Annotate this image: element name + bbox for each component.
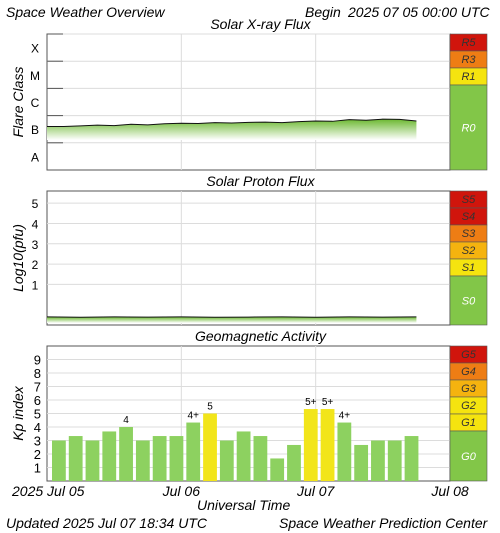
updated-label: Updated bbox=[6, 515, 59, 531]
kp-bar bbox=[68, 436, 83, 481]
xray-flux-line bbox=[47, 118, 417, 127]
kp-scale-label: G2 bbox=[461, 400, 476, 412]
proton-scale-label: S4 bbox=[462, 211, 475, 223]
kp-bar bbox=[404, 436, 419, 481]
kp-bar bbox=[102, 431, 117, 481]
x-axis-label: Universal Time bbox=[197, 497, 291, 513]
proton-scale-label: S3 bbox=[462, 228, 476, 240]
kp-bar bbox=[303, 409, 318, 481]
xray-plot-area bbox=[46, 33, 451, 171]
kp-bar-label: 4 bbox=[123, 415, 129, 426]
updated-value: 2025 Jul 07 18:34 UTC bbox=[63, 515, 207, 531]
xray-scale-label: R5 bbox=[461, 37, 476, 49]
proton-y-tick-label: 5 bbox=[32, 197, 39, 211]
kp-y-tick-label: 8 bbox=[34, 366, 41, 381]
xray-flux-area bbox=[47, 119, 417, 140]
proton-plot-area bbox=[46, 190, 451, 326]
xray-y-tick-label: X bbox=[31, 42, 39, 56]
kp-scale-label: G0 bbox=[461, 451, 477, 463]
xray-scale-box bbox=[449, 84, 488, 171]
kp-scale-box bbox=[449, 430, 488, 482]
kp-y-tick-label: 5 bbox=[34, 407, 41, 422]
kp-bar-label: 4+ bbox=[339, 411, 351, 422]
kp-y-tick-label: 7 bbox=[34, 380, 41, 395]
kp-scale-label: G4 bbox=[461, 366, 476, 378]
kp-bar-label: 5+ bbox=[305, 397, 317, 408]
proton-scale-label: S1 bbox=[462, 262, 475, 274]
proton-title: Solar Proton Flux bbox=[206, 173, 315, 189]
begin-label: Begin bbox=[305, 4, 341, 20]
kp-bar-label: 5+ bbox=[322, 397, 334, 408]
kp-bar bbox=[152, 436, 167, 481]
kp-bar bbox=[135, 440, 150, 481]
proton-y-tick-label: 4 bbox=[32, 217, 39, 231]
kp-y-tick-label: 3 bbox=[34, 434, 41, 449]
proton-scale-label: S0 bbox=[462, 296, 476, 308]
kp-bar bbox=[320, 409, 335, 481]
xray-scale-label: R0 bbox=[461, 123, 476, 135]
kp-y-tick-label: 2 bbox=[34, 447, 41, 462]
kp-bar bbox=[337, 422, 352, 481]
kp-bar-label: 5 bbox=[207, 402, 213, 413]
kp-bar bbox=[270, 458, 285, 481]
x-tick-label: Jul 07 bbox=[296, 483, 336, 499]
xray-y-tick-label: A bbox=[31, 150, 39, 164]
kp-bar bbox=[219, 440, 234, 481]
xray-scale-label: R3 bbox=[461, 54, 476, 66]
kp-bar bbox=[85, 440, 100, 481]
xray-y-tick-label: C bbox=[31, 96, 40, 110]
xray-y-tick-label: B bbox=[31, 123, 39, 137]
kp-y-axis-label: Kp index bbox=[10, 385, 26, 440]
kp-bar bbox=[52, 440, 66, 481]
kp-bar bbox=[371, 440, 385, 481]
kp-scale-label: G3 bbox=[461, 383, 477, 395]
proton-flux-area bbox=[47, 316, 417, 323]
proton-y-tick-label: 1 bbox=[32, 278, 39, 292]
kp-bar bbox=[287, 444, 301, 481]
kp-y-tick-label: 9 bbox=[34, 353, 41, 368]
kp-bar-label: 4+ bbox=[188, 411, 200, 422]
xray-scale-label: R1 bbox=[461, 71, 475, 83]
kp-bar bbox=[169, 436, 184, 481]
begin-value: 2025 07 05 00:00 UTC bbox=[348, 4, 490, 20]
proton-y-axis-label: Log10(pfu) bbox=[10, 224, 26, 292]
xray-title: Solar X-ray Flux bbox=[210, 16, 311, 32]
kp-bar bbox=[387, 440, 402, 481]
kp-title: Geomagnetic Activity bbox=[195, 328, 327, 344]
credit-text: Space Weather Prediction Center bbox=[279, 515, 488, 531]
x-tick-label: Jul 06 bbox=[162, 483, 201, 499]
kp-y-tick-label: 4 bbox=[34, 420, 41, 435]
x-tick-label: Jul 08 bbox=[430, 483, 469, 499]
kp-bar bbox=[253, 436, 268, 481]
kp-bar bbox=[119, 427, 133, 481]
kp-scale-label: G5 bbox=[461, 349, 477, 361]
xray-y-tick-label: M bbox=[30, 69, 40, 83]
proton-scale-box bbox=[449, 275, 488, 326]
xray-y-axis-label: Flare Class bbox=[10, 67, 26, 138]
proton-y-tick-label: 3 bbox=[32, 238, 39, 252]
kp-y-tick-label: 6 bbox=[34, 393, 41, 408]
x-tick-label: 2025 Jul 05 bbox=[11, 483, 85, 499]
proton-scale-label: S5 bbox=[462, 194, 476, 206]
kp-scale-label: G1 bbox=[461, 417, 476, 429]
kp-y-tick-label: 1 bbox=[34, 461, 41, 476]
kp-bar bbox=[186, 422, 201, 481]
page-title: Space Weather Overview bbox=[6, 4, 165, 20]
proton-y-tick-label: 2 bbox=[32, 258, 39, 272]
proton-scale-label: S2 bbox=[462, 245, 475, 257]
kp-bar bbox=[203, 413, 217, 481]
kp-bar bbox=[354, 444, 369, 481]
kp-bar bbox=[236, 431, 251, 481]
